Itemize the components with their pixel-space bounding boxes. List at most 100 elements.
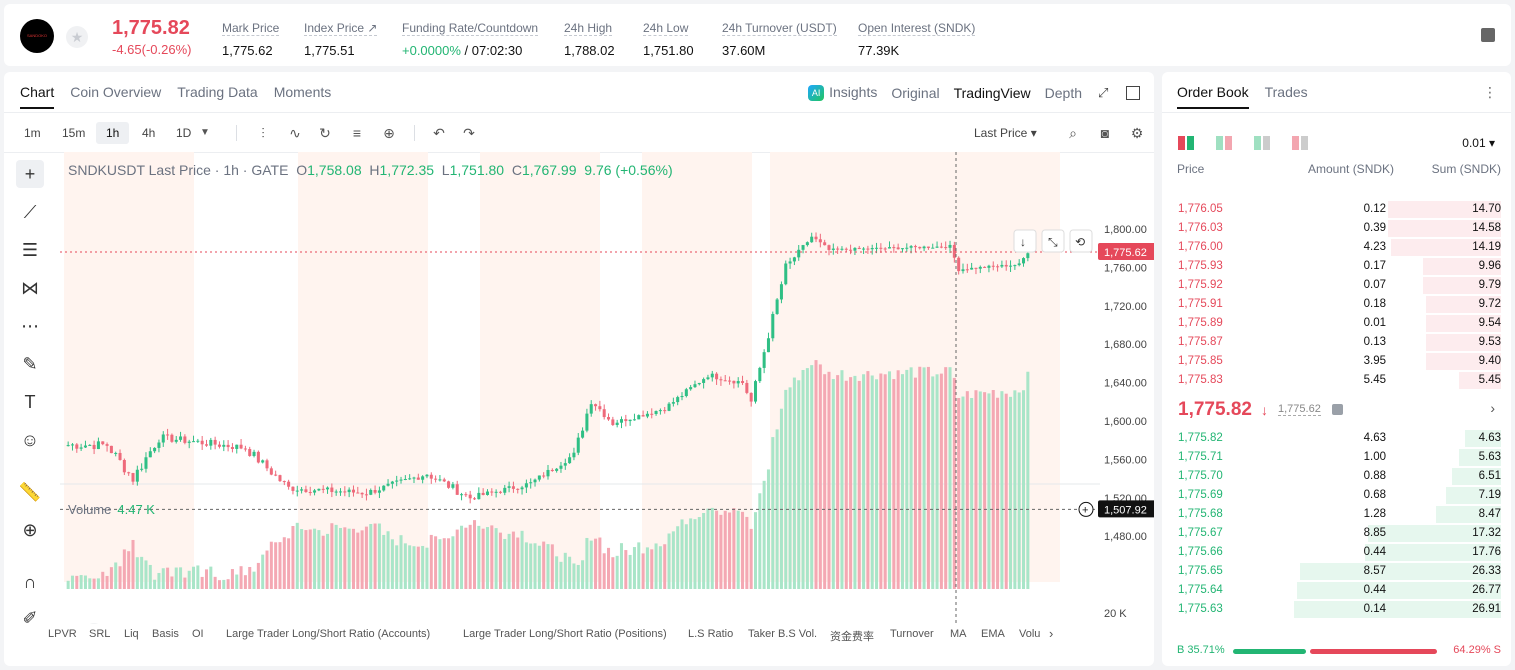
more-menu-icon[interactable]: ⋮ [1483, 84, 1497, 100]
horizontal-lines-tool-icon[interactable]: ☰ [21, 240, 39, 260]
camera-icon[interactable]: ◙ [1100, 125, 1110, 141]
indicators-icon[interactable]: ∿ [289, 125, 301, 141]
tab-coin-overview[interactable]: Coin Overview [70, 84, 162, 100]
redo-icon[interactable]: ↷ [463, 125, 475, 141]
view-bids-icon[interactable] [1254, 136, 1272, 150]
window-icon[interactable] [1126, 86, 1140, 100]
book-icon[interactable] [1481, 28, 1495, 42]
stat-index-price[interactable]: Index Price ↗ 1,775.51 [304, 19, 378, 58]
ask-row[interactable]: 1,775.93 0.17 9.96 [1162, 257, 1511, 276]
zoom-tool-icon[interactable]: ⊕ [22, 520, 38, 540]
search-icon[interactable]: ⌕ [1069, 125, 1077, 141]
bid-row[interactable]: 1,775.63 0.14 26.91 [1162, 600, 1511, 619]
trendline-tool-icon[interactable]: ⟋ [23, 202, 37, 222]
templates-icon[interactable]: ≡ [352, 125, 362, 141]
ask-row[interactable]: 1,775.85 3.95 9.40 [1162, 352, 1511, 371]
brush-tool-icon[interactable]: ✎ [22, 354, 38, 374]
tab-moments[interactable]: Moments [273, 84, 332, 100]
edit-tool-icon[interactable]: ✐ [22, 608, 38, 628]
indicator-lpvr[interactable]: LPVR [48, 628, 77, 640]
tab-chart[interactable]: Chart [20, 84, 55, 109]
indicator-ema[interactable]: EMA [981, 628, 1005, 640]
indicator-ma[interactable]: MA [950, 628, 967, 640]
candle-body [926, 246, 930, 248]
price-chart[interactable]: 1,800.00 1,760.00 1,720.00 1,680.00 1,640.00… [60, 152, 1154, 624]
candle-body [442, 479, 446, 482]
ask-amount: 5.45 [1363, 374, 1386, 386]
candle-body [853, 247, 857, 251]
indicator-large-trader-accounts[interactable]: Large Trader Long/Short Ratio (Accounts) [226, 628, 431, 640]
bid-row[interactable]: 1,775.64 0.44 26.77 [1162, 581, 1511, 600]
volume-bar [801, 369, 805, 589]
tab-order-book[interactable]: Order Book [1177, 84, 1249, 109]
indicator-taker-bs-vol[interactable]: Taker B.S Vol. [748, 628, 818, 640]
fib-tool-icon[interactable]: ⋯ [21, 316, 39, 336]
bid-row[interactable]: 1,775.69 0.68 7.19 [1162, 486, 1511, 505]
ask-row[interactable]: 1,775.91 0.18 9.72 [1162, 295, 1511, 314]
stat-funding-rate[interactable]: Funding Rate/Countdown +0.0000% / 07:02:… [402, 19, 539, 58]
text-tool-icon[interactable]: T [24, 392, 36, 412]
price-type-select[interactable]: Last Price ▾ [974, 126, 1037, 140]
indicator-oi[interactable]: OI [192, 628, 204, 640]
chevron-right-icon[interactable]: › [1490, 400, 1495, 416]
ask-row[interactable]: 1,775.92 0.07 9.79 [1162, 276, 1511, 295]
indicator-large-trader-positions[interactable]: Large Trader Long/Short Ratio (Positions… [463, 628, 667, 640]
ask-row[interactable]: 1,776.00 4.23 14.19 [1162, 238, 1511, 257]
timeframe-1h[interactable]: 1h [96, 122, 130, 144]
crosshair-tool-icon[interactable]: + [16, 160, 44, 188]
indicator-funding-rate[interactable]: 资金费率 [830, 631, 874, 643]
indicator-liq[interactable]: Liq [124, 628, 139, 640]
indicator-ls-ratio[interactable]: L.S Ratio [688, 628, 734, 640]
candle-body [192, 441, 196, 443]
bid-row[interactable]: 1,775.65 8.57 26.33 [1162, 562, 1511, 581]
settings-gear-icon[interactable]: ⚙ [1130, 125, 1144, 141]
timeframe-4h[interactable]: 4h [142, 126, 156, 140]
candle-body [88, 444, 92, 446]
indicator-basis[interactable]: Basis [152, 628, 179, 640]
volume-bar [485, 527, 489, 589]
bid-row[interactable]: 1,775.66 0.44 17.76 [1162, 543, 1511, 562]
undo-icon[interactable]: ↶ [433, 125, 445, 141]
indicator-volume[interactable]: Volu [1019, 628, 1041, 640]
tick-size-select[interactable]: 0.01 ▾ [1462, 136, 1495, 150]
ask-row[interactable]: 1,776.05 0.12 14.70 [1162, 200, 1511, 219]
ask-row[interactable]: 1,775.83 5.45 5.45 [1162, 371, 1511, 390]
indicator-srl[interactable]: SRL [89, 628, 111, 640]
candle-body [974, 267, 978, 269]
ask-row[interactable]: 1,775.87 0.13 9.53 [1162, 333, 1511, 352]
tab-trades[interactable]: Trades [1264, 84, 1308, 100]
stat-mark-price[interactable]: Mark Price 1,775.62 [222, 19, 280, 58]
candle-type-icon[interactable]: ⫶ [261, 125, 265, 141]
tab-trading-data[interactable]: Trading Data [177, 84, 258, 100]
view-asks-icon[interactable] [1292, 136, 1310, 150]
add-indicator-icon[interactable]: ⊕ [383, 125, 395, 141]
candle-body [559, 465, 563, 469]
indicator-turnover[interactable]: Turnover [890, 628, 934, 640]
view-asks-bids-icon[interactable] [1216, 136, 1234, 150]
ask-row[interactable]: 1,776.03 0.39 14.58 [1162, 219, 1511, 238]
pattern-tool-icon[interactable]: ⋈ [21, 278, 39, 298]
volume-bar [749, 528, 753, 589]
view-both-icon[interactable] [1178, 136, 1196, 150]
magnet-tool-icon[interactable]: ∩ [23, 572, 37, 592]
replay-icon[interactable]: ↻ [319, 125, 331, 141]
bid-row[interactable]: 1,775.71 1.00 5.63 [1162, 448, 1511, 467]
tab-depth[interactable]: Depth [1044, 84, 1082, 101]
chevron-down-icon[interactable]: ▼ [200, 127, 210, 138]
chevron-right-icon[interactable]: › [1049, 626, 1054, 641]
bid-row[interactable]: 1,775.70 0.88 6.51 [1162, 467, 1511, 486]
expand-icon[interactable]: ⤢ [1098, 85, 1109, 100]
timeframe-15m[interactable]: 15m [62, 126, 86, 140]
tab-insights[interactable]: AI Insights [808, 84, 877, 102]
favorite-star-icon[interactable]: ★ [66, 26, 88, 48]
tab-tradingview[interactable]: TradingView [953, 84, 1031, 101]
bid-row[interactable]: 1,775.82 4.63 4.63 [1162, 429, 1511, 448]
ask-row[interactable]: 1,775.89 0.01 9.54 [1162, 314, 1511, 333]
tab-original[interactable]: Original [891, 84, 940, 101]
bid-row[interactable]: 1,775.67 8.85 17.32 [1162, 524, 1511, 543]
bid-row[interactable]: 1,775.68 1.28 8.47 [1162, 505, 1511, 524]
emoji-tool-icon[interactable]: ☺ [20, 430, 40, 450]
timeframe-1m[interactable]: 1m [24, 126, 41, 140]
ruler-tool-icon[interactable]: 📏 [18, 482, 42, 502]
timeframe-1d[interactable]: 1D [176, 126, 192, 140]
